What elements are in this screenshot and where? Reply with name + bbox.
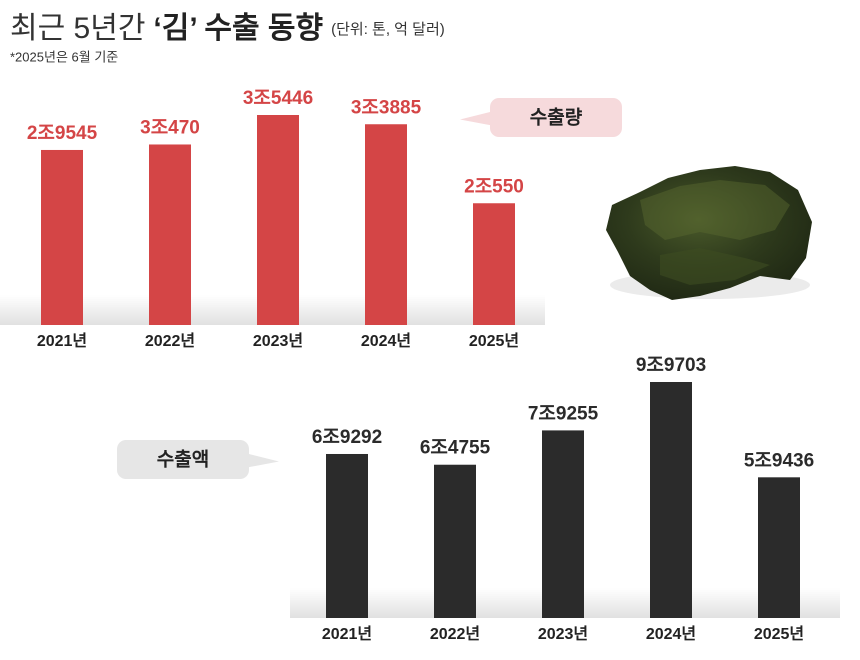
x-tick-label: 2025년 — [469, 331, 519, 350]
bar — [542, 430, 584, 618]
legend-bubble — [490, 98, 622, 137]
bar — [473, 203, 515, 325]
bar — [650, 382, 692, 618]
x-tick-label: 2023년 — [538, 624, 588, 643]
unit: (단위: 톤, 억 달러) — [331, 21, 445, 38]
value-label: 2조550 — [464, 176, 524, 197]
value-label: 3조5446 — [243, 88, 313, 109]
legend-label: 수출액 — [157, 449, 209, 471]
x-tick-label: 2023년 — [253, 331, 303, 350]
bar — [758, 477, 800, 618]
bar — [149, 144, 191, 325]
value-label: 5조9436 — [744, 450, 814, 471]
value-label: 3조3885 — [351, 97, 422, 118]
bar — [365, 124, 407, 325]
bar — [326, 453, 368, 618]
value-label: 6조4755 — [420, 438, 491, 459]
x-tick-label: 2021년 — [37, 331, 87, 350]
x-tick-label: 2022년 — [430, 624, 480, 643]
x-tick-label: 2021년 — [322, 624, 372, 643]
legend-label: 수출량 — [530, 107, 583, 129]
seaweed-image — [606, 166, 812, 300]
legend-bubble — [117, 440, 249, 479]
value-label: 6조9292 — [312, 427, 382, 448]
note: *2025년은 6월 기준 — [10, 49, 118, 64]
x-tick-label: 2022년 — [145, 331, 195, 350]
x-tick-label: 2025년 — [754, 624, 804, 643]
legend-pointer — [460, 111, 492, 126]
legend-pointer — [247, 453, 279, 468]
title-light: 최근 5년간 — [10, 12, 145, 45]
x-tick-label: 2024년 — [361, 331, 411, 350]
value-label: 9조9703 — [636, 355, 706, 376]
x-tick-label: 2024년 — [646, 624, 696, 643]
value-label: 3조470 — [140, 117, 200, 138]
value-label: 2조9545 — [27, 123, 98, 144]
title: 최근 5년간 ‘김’ 수출 동향 (단위: 톤, 억 달러) — [10, 12, 445, 45]
bar — [257, 115, 299, 325]
value-label: 7조9255 — [528, 403, 599, 424]
bar — [41, 149, 83, 325]
bar — [434, 464, 476, 618]
title-bold: ‘김’ 수출 동향 — [153, 12, 323, 45]
